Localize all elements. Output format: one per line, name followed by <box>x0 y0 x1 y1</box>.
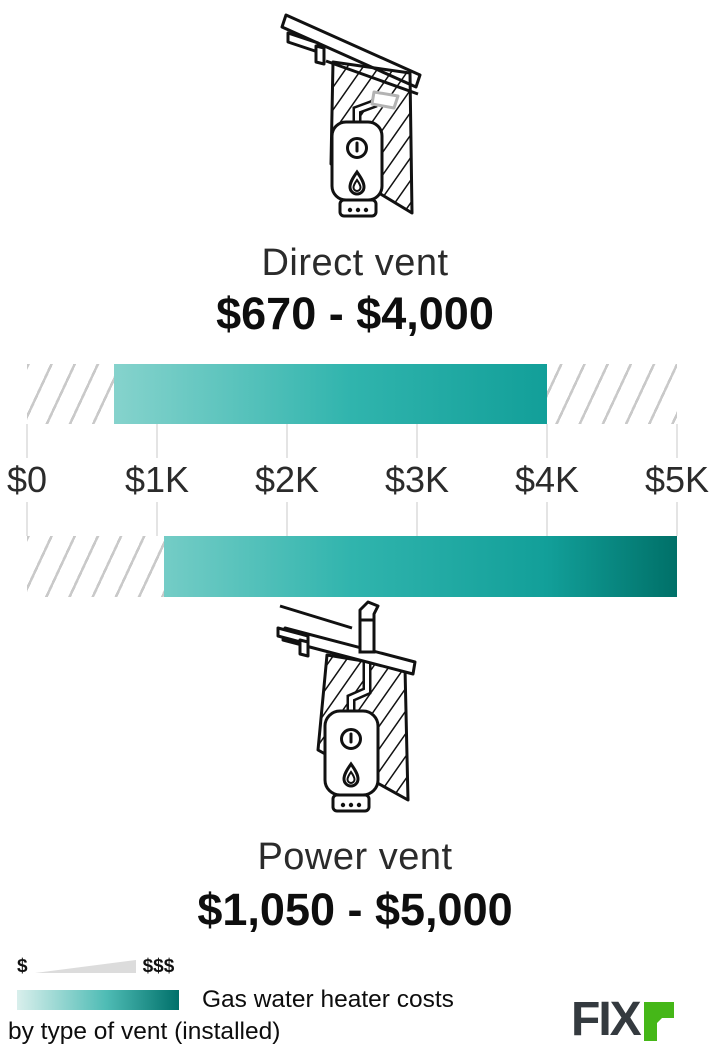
direct-vent-water-heater-icon <box>280 13 422 218</box>
axis-tick-label: $2K <box>247 458 327 502</box>
legend-high-label: $$$ <box>142 956 175 977</box>
axis-tick-label: $4K <box>507 458 587 502</box>
fixr-logo: FIX <box>571 993 675 1046</box>
price-scale-row: $ $$$ <box>17 955 460 976</box>
axis-tick-label: $5K <box>637 458 710 502</box>
axis-tick-label: $1K <box>117 458 197 502</box>
cost-range-bar-direct-vent <box>114 364 547 424</box>
axis-tick-label: $0 <box>0 458 55 502</box>
fixr-logo-green-r-icon <box>643 1002 674 1041</box>
series-2-price-range: $1,050 - $5,000 <box>197 884 513 935</box>
legend: $ $$$ Gas water heater costs by type of … <box>8 955 460 1048</box>
range-bar-chart: $0 $1K $2K $3K $4K $5K <box>0 364 710 597</box>
price-wedge-icon <box>34 960 136 973</box>
series-1-price-range: $670 - $4,000 <box>216 288 494 339</box>
chart-title: Gas water heater costs by type of vent (… <box>8 986 454 1045</box>
chart-caption: Gas water heater costs by type of vent (… <box>8 984 460 1048</box>
fixr-logo-text: FIX <box>571 993 642 1046</box>
power-vent-water-heater-icon <box>276 600 417 813</box>
series-1-name: Direct vent <box>261 242 449 284</box>
series-2-name: Power vent <box>257 836 453 878</box>
axis-tick-label: $3K <box>377 458 457 502</box>
legend-low-label: $ <box>17 956 28 977</box>
gradient-swatch <box>17 990 179 1010</box>
cost-range-bar-power-vent <box>163 536 677 597</box>
